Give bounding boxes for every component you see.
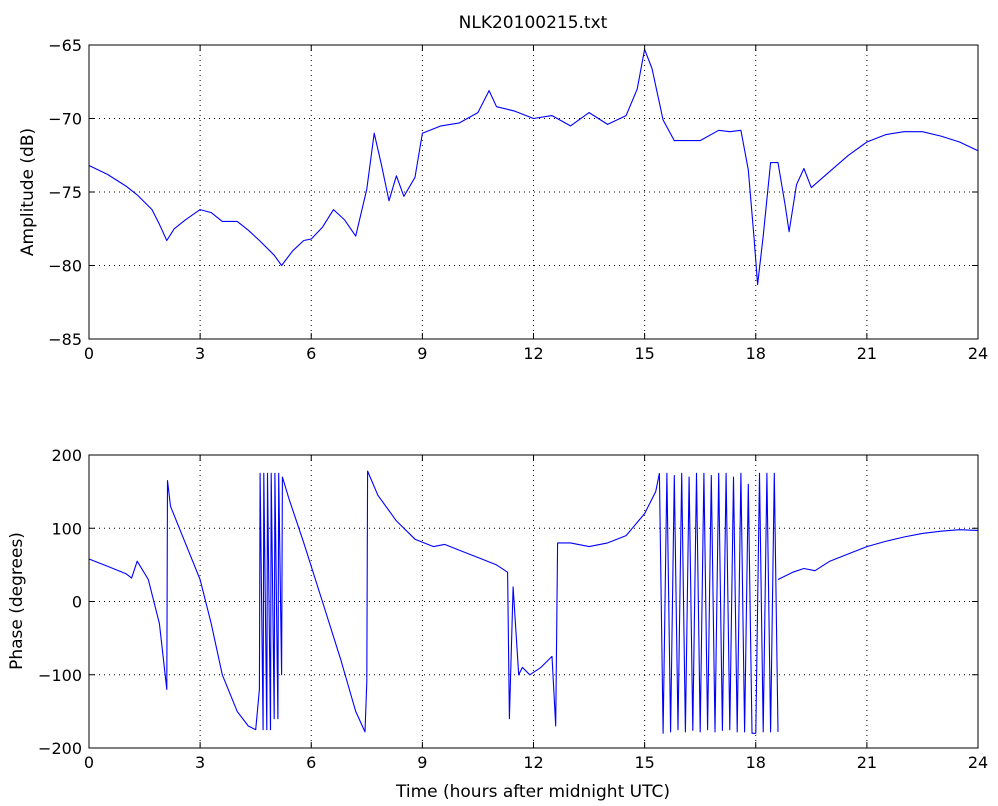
phase-x-axis-label: Time (hours after midnight UTC) bbox=[395, 782, 670, 802]
phase-x-tick-label: 9 bbox=[417, 753, 427, 772]
phase-x-tick-label: 24 bbox=[968, 753, 988, 772]
phase-axes: Time (hours after midnight UTC) Phase (d… bbox=[7, 446, 988, 802]
amplitude-y-tick-label: −85 bbox=[48, 330, 82, 349]
phase-x-tick-label: 6 bbox=[306, 753, 316, 772]
amplitude-x-tick-label: 0 bbox=[84, 344, 94, 363]
phase-series bbox=[88, 470, 979, 734]
phase-grid bbox=[89, 455, 978, 748]
amplitude-y-tick-label: −80 bbox=[48, 257, 82, 276]
phase-y-tick-label: 100 bbox=[51, 519, 82, 538]
amplitude-axes: NLK20100215.txt Amplitude (dB) 0 3 6 9 12 15 1… bbox=[18, 13, 988, 363]
amplitude-y-tick-label: −70 bbox=[48, 110, 82, 129]
amplitude-series bbox=[88, 48, 979, 286]
phase-x-tick-label: 3 bbox=[195, 753, 205, 772]
phase-y-axis-label: Phase (degrees) bbox=[7, 532, 27, 670]
amplitude-grid bbox=[89, 45, 978, 339]
chart-title: NLK20100215.txt bbox=[459, 13, 608, 33]
amplitude-ticks: 0 3 6 9 12 15 18 21 24 −85 −80 −75 −70 −65 bbox=[48, 36, 988, 363]
phase-y-tick-label: 200 bbox=[51, 446, 82, 465]
amplitude-x-tick-label: 18 bbox=[746, 344, 766, 363]
amplitude-series-line-0 bbox=[88, 48, 979, 286]
phase-ticks: 0 3 6 9 12 15 18 21 24 −200 −100 0 100 200 bbox=[38, 446, 988, 772]
phase-series-line-2 bbox=[777, 529, 979, 580]
phase-series-line-0 bbox=[88, 470, 660, 733]
phase-x-tick-label: 21 bbox=[857, 753, 877, 772]
phase-x-tick-label: 18 bbox=[746, 753, 766, 772]
amplitude-y-tick-label: −65 bbox=[48, 36, 82, 55]
amplitude-x-tick-label: 21 bbox=[857, 344, 877, 363]
amplitude-x-tick-label: 15 bbox=[634, 344, 654, 363]
amplitude-y-axis-label: Amplitude (dB) bbox=[18, 128, 38, 256]
amplitude-x-tick-label: 12 bbox=[523, 344, 543, 363]
amplitude-x-tick-label: 3 bbox=[195, 344, 205, 363]
phase-x-tick-label: 0 bbox=[84, 753, 94, 772]
amplitude-x-tick-label: 24 bbox=[968, 344, 988, 363]
amplitude-x-tick-label: 9 bbox=[417, 344, 427, 363]
phase-x-tick-label: 15 bbox=[634, 753, 654, 772]
phase-y-tick-label: −100 bbox=[38, 666, 82, 685]
phase-series-line-1 bbox=[658, 472, 779, 734]
phase-x-tick-label: 12 bbox=[523, 753, 543, 772]
amplitude-y-tick-label: −75 bbox=[48, 183, 82, 202]
phase-y-tick-label: 0 bbox=[72, 593, 82, 612]
phase-y-tick-label: −200 bbox=[38, 739, 82, 758]
amplitude-x-tick-label: 6 bbox=[306, 344, 316, 363]
